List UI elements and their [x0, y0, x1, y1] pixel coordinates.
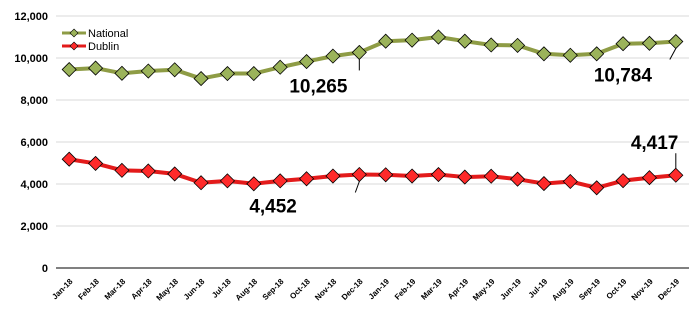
data-point-national [483, 37, 499, 53]
data-point-dublin [272, 173, 288, 189]
legend-label-dublin: Dublin [88, 41, 119, 53]
data-point-dublin [457, 169, 473, 185]
x-tick-label: Jul-19 [527, 277, 550, 300]
data-point-dublin [246, 176, 262, 192]
x-tick-label: Apr-18 [129, 277, 154, 302]
y-axis-tick-labels: 0 2,000 4,000 6,000 8,000 10,000 12,000 [14, 11, 48, 275]
data-point-national [509, 37, 526, 53]
x-tick-label: May-18 [155, 277, 181, 303]
legend-marker [69, 28, 79, 38]
legend-marker [69, 41, 79, 51]
x-tick-label: Dec-19 [656, 277, 681, 302]
gridlines [56, 15, 689, 227]
data-point-national [457, 33, 473, 49]
x-tick-label: Feb-18 [76, 277, 101, 302]
y-tick-label: 12,000 [14, 11, 48, 23]
data-point-national [668, 33, 684, 50]
data-point-dublin [589, 180, 605, 196]
x-tick-label: Mar-18 [103, 277, 128, 302]
x-tick-label: Aug-18 [234, 277, 260, 303]
data-point-national [193, 71, 209, 87]
annotation-leader [669, 48, 677, 60]
data-point-national [404, 32, 420, 48]
x-tick-label: May-19 [471, 277, 497, 303]
data-point-national [351, 44, 367, 61]
data-point-national [325, 48, 341, 64]
data-point-dublin [615, 173, 631, 189]
data-point-dublin [404, 168, 420, 184]
data-point-national [87, 60, 104, 76]
data-point-dublin [378, 167, 394, 183]
data-point-dublin [641, 170, 658, 186]
x-tick-label: Jul-18 [210, 277, 233, 300]
data-point-dublin [351, 166, 367, 183]
data-point-national [272, 59, 288, 75]
data-point-national [114, 65, 130, 81]
data-point-national [246, 65, 262, 82]
data-point-dublin [483, 168, 499, 184]
data-point-dublin [668, 167, 684, 183]
y-tick-label: 2,000 [20, 221, 48, 233]
x-tick-label: Nov-18 [313, 277, 339, 303]
x-tick-label: Nov-19 [630, 277, 656, 303]
x-axis-tick-labels: Jan-18 Feb-18 Mar-18 Apr-18 May-18 Jun-18 Jul-… [50, 277, 681, 303]
data-point-national [167, 62, 183, 78]
data-point-dublin [298, 171, 315, 187]
y-tick-label: 8,000 [20, 95, 48, 107]
x-tick-label: Jan-18 [50, 277, 75, 302]
x-tick-label: Sep-19 [577, 277, 602, 302]
series-lines [61, 29, 684, 196]
data-point-national [562, 47, 578, 63]
data-point-dublin [562, 173, 578, 190]
x-tick-label: Dec-18 [340, 277, 365, 302]
data-point-national [61, 61, 77, 78]
y-tick-label: 0 [42, 263, 48, 275]
data-point-dublin [140, 163, 156, 179]
y-tick-label: 6,000 [20, 137, 48, 149]
data-point-national [378, 33, 394, 49]
x-tick-label: Sep-18 [261, 277, 286, 302]
annotation-leader [354, 181, 360, 193]
x-tick-label: Feb-19 [393, 277, 418, 302]
data-point-national [615, 36, 631, 52]
data-label: 10,265 [289, 76, 348, 97]
y-tick-label: 10,000 [14, 53, 48, 65]
data-point-dublin [193, 175, 209, 191]
x-tick-label: Oct-19 [605, 277, 629, 301]
data-point-dublin [61, 151, 77, 167]
x-tick-label: Oct-18 [288, 277, 312, 301]
y-tick-label: 4,000 [20, 179, 48, 191]
data-point-national [298, 54, 315, 70]
x-tick-label: Jun-19 [498, 277, 523, 302]
data-point-national [140, 63, 156, 79]
data-point-national [430, 29, 447, 45]
x-tick-label: Jun-18 [182, 277, 207, 302]
data-point-dublin [87, 155, 104, 171]
data-point-dublin [509, 171, 526, 187]
series-line-dublin [68, 157, 676, 190]
data-label: 4,452 [249, 197, 297, 218]
data-point-national [641, 35, 658, 51]
data-point-dublin [536, 176, 552, 192]
x-tick-label: Mar-19 [419, 277, 444, 302]
data-point-dublin [219, 173, 236, 189]
data-label: 4,417 [631, 133, 679, 154]
x-tick-label: Jan-19 [367, 277, 392, 302]
data-point-national [219, 65, 236, 82]
data-point-national [536, 46, 552, 62]
data-point-dublin [325, 168, 341, 184]
data-point-dublin [114, 162, 130, 178]
x-tick-label: Apr-19 [446, 277, 471, 302]
legend-label-national: National [88, 28, 128, 40]
data-point-national [589, 46, 605, 62]
data-label: 10,784 [594, 66, 653, 87]
annotations: 10,265 10,784 4,452 4,417 [249, 48, 679, 218]
data-point-dublin [430, 166, 447, 183]
x-tick-label: Aug-19 [550, 277, 576, 303]
data-point-dublin [167, 166, 183, 182]
